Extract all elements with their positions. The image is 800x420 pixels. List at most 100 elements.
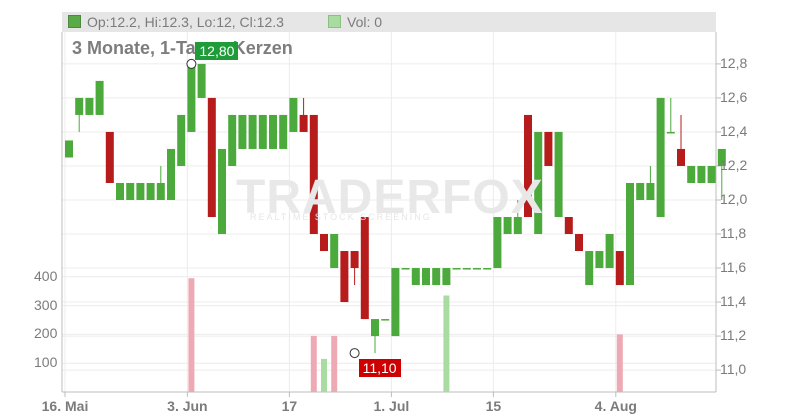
annotation-marker [186, 58, 197, 69]
candle-body [626, 182, 634, 286]
candle-body [707, 165, 716, 183]
price-tick-label: 11,4 [720, 293, 747, 310]
candle-body [636, 182, 645, 200]
candle-body [493, 217, 502, 269]
candle-body [381, 319, 390, 321]
candle-body [65, 140, 73, 158]
volume-bar [443, 295, 450, 392]
candle-body [503, 217, 512, 235]
chart-title: 3 Monate, 1-Tages-Kerzen [72, 38, 293, 58]
price-tick-label: 11,6 [720, 259, 747, 276]
legend-volume-swatch [328, 15, 341, 28]
annotation-marker [349, 348, 360, 359]
candle-body [279, 114, 288, 149]
candle-body [187, 63, 196, 132]
candle-body [677, 148, 685, 166]
candle-body [391, 268, 400, 337]
candle-body [473, 268, 481, 270]
candle-body [432, 268, 441, 286]
candle-body [360, 217, 369, 320]
price-tick-label: 12,4 [720, 122, 748, 139]
candle-body [524, 114, 532, 218]
x-tick-label: 16. Mai [41, 398, 89, 414]
candle-body [697, 165, 706, 183]
x-tick-label: 1. Jul [373, 398, 410, 414]
candle-body [167, 148, 175, 200]
volume-tick-label: 400 [34, 267, 58, 284]
candle-body [299, 114, 308, 132]
candle-body [544, 131, 553, 166]
annotation-label: 11,10 [358, 359, 401, 378]
candle-body [656, 97, 665, 218]
price-tick-label: 12,8 [720, 54, 748, 71]
candle-body [136, 182, 145, 200]
candle-body [269, 114, 277, 149]
candle-body [666, 131, 675, 134]
watermark-brand: TRADERFOX [236, 171, 544, 224]
candle-body [350, 251, 359, 269]
candle-body [442, 268, 451, 286]
candle-body [320, 234, 328, 252]
candle-body [197, 63, 206, 98]
candle-body [605, 234, 614, 269]
price-tick-label: 11,2 [720, 327, 747, 344]
candle-body [146, 182, 155, 200]
candle-body [554, 131, 563, 218]
legend-price-swatch [68, 15, 81, 28]
legend-volume: Vol: 0 [328, 13, 382, 31]
annotation-label: 12,80 [195, 41, 239, 60]
price-tick-label: 11,8 [720, 225, 747, 241]
candle-body [615, 251, 624, 286]
candle-body [75, 97, 84, 115]
legend-bar: Op:12.2, Hi:12.3, Lo:12, Cl:12.3 Vol: 0 [62, 12, 716, 32]
volume-bar [321, 358, 327, 392]
candle-body [248, 114, 257, 149]
candle-body [595, 251, 604, 269]
legend-volume-text: Vol: 0 [347, 14, 383, 30]
volume-tick-label: 100 [34, 354, 58, 371]
volume-bar [310, 335, 317, 392]
candle-body [258, 114, 267, 149]
x-tick-label: 17 [281, 398, 298, 414]
price-tick-label: 11,0 [720, 361, 747, 378]
candle-body [330, 234, 339, 269]
candle-body [483, 268, 492, 270]
price-tick-label: 12,6 [720, 88, 748, 105]
candle-body [238, 114, 247, 149]
legend-ohlc-text: Op:12.2, Hi:12.3, Lo:12, Cl:12.3 [87, 14, 284, 30]
candle-body [717, 148, 726, 166]
volume-bar [616, 334, 623, 392]
candle-body [422, 268, 430, 286]
candle-body [646, 182, 655, 200]
candle-body [564, 217, 573, 235]
candle-body [116, 182, 124, 200]
candle-body [534, 131, 543, 235]
x-tick-label: 3. Jun [167, 398, 208, 414]
volume-tick-label: 300 [34, 296, 58, 313]
candle-body [207, 97, 216, 218]
candle-body [411, 268, 420, 286]
volume-bar [188, 278, 195, 392]
legend-price: Op:12.2, Hi:12.3, Lo:12, Cl:12.3 [68, 13, 284, 31]
x-tick-label: 4. Aug [594, 398, 637, 414]
candle-body [156, 182, 165, 200]
candle-body [177, 114, 186, 166]
candle-body [371, 319, 379, 337]
candle-body [401, 268, 410, 270]
candle-body [289, 97, 298, 132]
candle-body [105, 131, 114, 183]
candle-body [85, 97, 94, 115]
candle-body [218, 148, 226, 235]
price-tick-label: 12,2 [720, 156, 748, 173]
volume-bar [331, 335, 338, 392]
candle-body [95, 80, 104, 115]
candle-body [585, 251, 594, 286]
price-tick-label: 12,0 [720, 190, 748, 207]
candle-body [126, 182, 135, 200]
candle-body [462, 268, 471, 270]
candle-body [340, 251, 349, 303]
candle-body [513, 217, 522, 235]
candle-body [575, 234, 583, 252]
